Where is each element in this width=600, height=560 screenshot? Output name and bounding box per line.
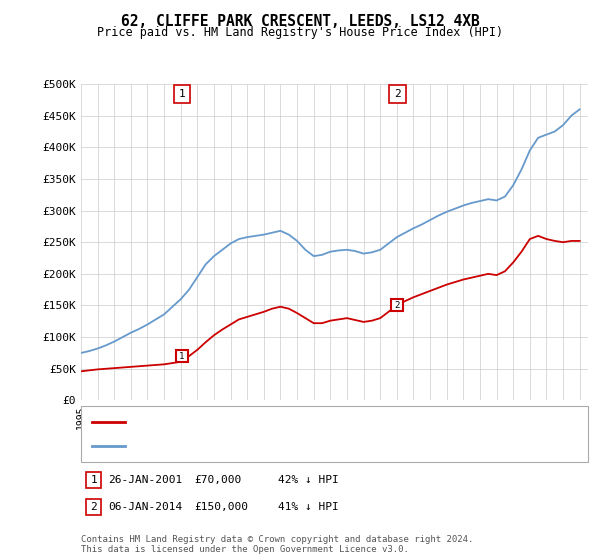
Text: Price paid vs. HM Land Registry's House Price Index (HPI): Price paid vs. HM Land Registry's House … [97,26,503,39]
Text: 1: 1 [90,475,97,485]
Text: £150,000: £150,000 [194,502,248,512]
Text: 06-JAN-2014: 06-JAN-2014 [109,502,183,512]
Text: HPI: Average price, detached house, Leeds: HPI: Average price, detached house, Leed… [132,441,388,451]
Text: 42% ↓ HPI: 42% ↓ HPI [278,475,339,485]
Text: 26-JAN-2001: 26-JAN-2001 [109,475,183,485]
Text: 2: 2 [394,301,400,310]
Text: 2: 2 [90,502,97,512]
Text: 1: 1 [179,89,185,99]
Text: 41% ↓ HPI: 41% ↓ HPI [278,502,339,512]
Text: Contains HM Land Registry data © Crown copyright and database right 2024.
This d: Contains HM Land Registry data © Crown c… [81,535,473,554]
Text: 62, CLIFFE PARK CRESCENT, LEEDS, LS12 4XB: 62, CLIFFE PARK CRESCENT, LEEDS, LS12 4X… [121,14,479,29]
Text: 2: 2 [394,89,401,99]
Text: 1: 1 [179,352,185,361]
Text: £70,000: £70,000 [194,475,242,485]
Text: 62, CLIFFE PARK CRESCENT, LEEDS, LS12 4XB (detached house): 62, CLIFFE PARK CRESCENT, LEEDS, LS12 4X… [132,417,494,427]
